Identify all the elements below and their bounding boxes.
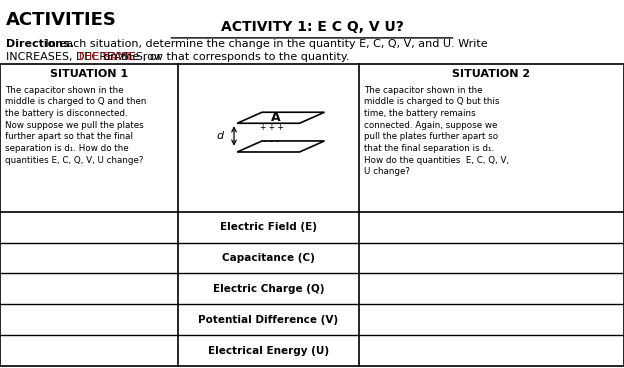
Text: In each situation, determine the change in the quantity E, C, Q, V, and U. Write: In each situation, determine the change …	[42, 39, 488, 49]
Text: on the row that corresponds to the quantity.: on the row that corresponds to the quant…	[100, 52, 349, 62]
Text: d: d	[217, 131, 224, 141]
Text: The capacitor shown in the
middle is charged to Q and then
the battery is discon: The capacitor shown in the middle is cha…	[5, 86, 147, 165]
Bar	[0, 64, 624, 366]
Text: Directions.: Directions.	[6, 39, 74, 49]
Text: – – –: – – –	[263, 137, 280, 146]
Text: SITUATION 1: SITUATION 1	[50, 69, 128, 79]
Text: Electric Charge (Q): Electric Charge (Q)	[213, 284, 324, 294]
Text: SITUATION 2: SITUATION 2	[452, 69, 530, 79]
Text: Capacitance (C): Capacitance (C)	[222, 253, 314, 263]
Text: THE SAME: THE SAME	[77, 52, 134, 62]
Text: The capacitor shown in the
middle is charged to Q but this
time, the battery rem: The capacitor shown in the middle is cha…	[364, 86, 509, 176]
Text: INCREASES, DECREASES, or: INCREASES, DECREASES, or	[6, 52, 165, 62]
Text: Potential Difference (V): Potential Difference (V)	[198, 315, 338, 325]
Text: Electric Field (E): Electric Field (E)	[220, 222, 317, 232]
Text: Electrical Energy (U): Electrical Energy (U)	[208, 346, 329, 356]
Text: ACTIVITY 1: E C Q, V U?: ACTIVITY 1: E C Q, V U?	[220, 20, 404, 34]
Text: ACTIVITIES: ACTIVITIES	[6, 11, 117, 29]
Text: + + +: + + +	[260, 123, 283, 132]
Polygon shape	[237, 112, 324, 123]
Polygon shape	[237, 141, 324, 152]
Text: A: A	[271, 111, 281, 124]
